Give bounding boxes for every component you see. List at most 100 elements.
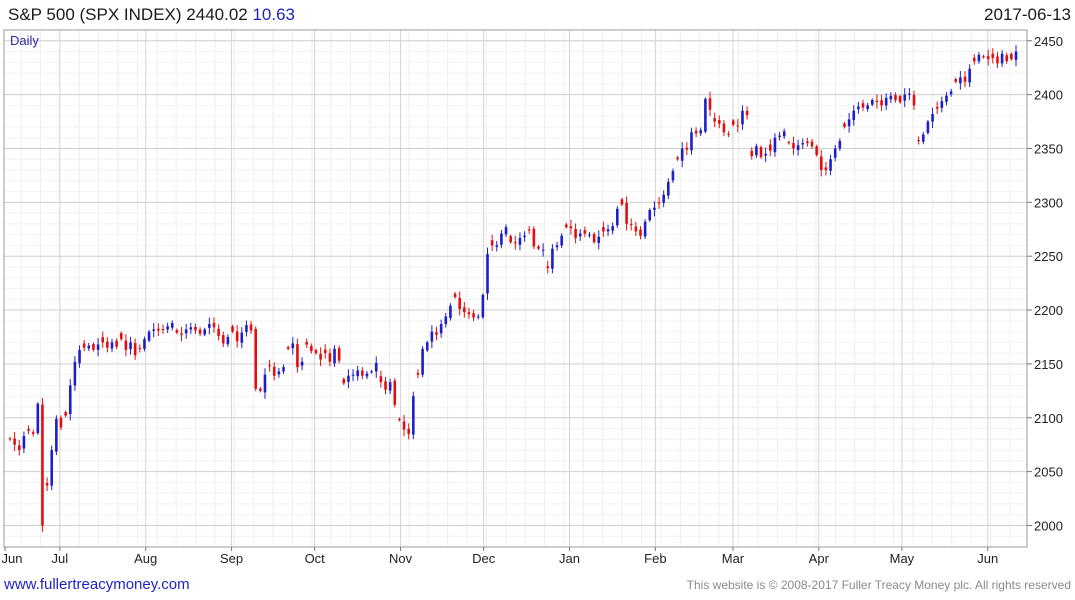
candle-body	[583, 230, 587, 234]
candle-body	[356, 370, 359, 377]
candle-body	[611, 226, 614, 231]
candle-body	[717, 120, 721, 124]
candle-body	[458, 297, 461, 309]
candle-body	[704, 98, 707, 132]
candle-body	[87, 345, 91, 349]
candle-body	[574, 228, 577, 238]
candle-body	[203, 329, 207, 335]
candle-body	[82, 343, 86, 348]
candle-body	[351, 374, 355, 376]
candle-body	[472, 313, 475, 318]
candle-body	[606, 229, 610, 232]
candle-body	[694, 130, 698, 134]
candle-body	[620, 199, 624, 205]
candle-body	[685, 147, 689, 150]
candle-body	[588, 234, 591, 236]
x-axis-labels: Jun Jul Aug Sep Oct Nov Dec Jan Feb Mar Apr May Jun	[2, 547, 998, 566]
candle-body	[555, 245, 559, 248]
candle-body	[374, 362, 378, 372]
candle-body	[476, 316, 480, 318]
candle-body	[425, 342, 429, 351]
candle-body	[361, 370, 364, 376]
candle-body	[68, 385, 72, 415]
candle-body	[402, 421, 406, 430]
candle-body	[667, 181, 670, 196]
candle-body	[945, 95, 948, 102]
grid-lines	[4, 29, 1027, 547]
chart-date: 2017-06-13	[984, 5, 1071, 24]
site-link[interactable]: www.fullertreacymoney.com	[4, 576, 190, 593]
candle-body	[745, 110, 749, 116]
x-tick-label: Dec	[472, 551, 496, 566]
candle-body	[894, 94, 897, 101]
candle-body	[1005, 55, 1009, 62]
candle-body	[175, 330, 179, 333]
candle-body	[92, 344, 95, 350]
candle-body	[829, 159, 832, 171]
candle-body	[129, 342, 132, 350]
candle-body	[106, 341, 109, 348]
candle-body	[787, 142, 791, 144]
candle-body	[838, 140, 842, 149]
candle-body	[917, 140, 920, 142]
candle-body	[337, 348, 341, 361]
candle-body	[412, 396, 415, 435]
chart-header: S&P 500 (SPX INDEX) 2440.02 10.63 2017-0…	[0, 0, 1075, 30]
x-tick-label: Mar	[722, 551, 745, 566]
candle-body	[972, 57, 976, 62]
candle-body	[286, 347, 290, 349]
candle-body	[908, 93, 911, 95]
candle-body	[407, 428, 410, 434]
candle-body	[495, 245, 499, 247]
candle-body	[991, 53, 995, 59]
candle-body	[912, 95, 916, 106]
candle-body	[388, 382, 392, 391]
candle-body	[959, 77, 962, 84]
candle-body	[328, 353, 332, 362]
candle-body	[435, 332, 438, 335]
candle-body	[560, 235, 563, 246]
y-tick-label: 2050	[1034, 465, 1063, 480]
candle-body	[843, 123, 846, 127]
candle-body	[801, 143, 805, 145]
candles	[8, 45, 1018, 532]
x-tick-label: Jun	[2, 551, 23, 566]
candle-body	[551, 248, 554, 269]
candle-body	[880, 100, 883, 106]
candle-body	[903, 94, 907, 101]
candle-body	[226, 336, 230, 345]
candle-body	[235, 331, 239, 342]
x-tick-label: May	[890, 551, 915, 566]
candle-body	[690, 132, 693, 151]
candle-body	[671, 171, 675, 181]
candle-body	[643, 221, 647, 237]
candle-body	[815, 146, 818, 155]
candle-body	[323, 349, 327, 354]
candle-body	[268, 365, 271, 367]
candle-body	[8, 438, 12, 440]
candle-body	[73, 361, 77, 386]
candle-body	[523, 235, 526, 238]
candle-body	[22, 436, 26, 449]
candle-body	[796, 145, 800, 150]
candle-body	[875, 100, 879, 103]
candle-body	[578, 233, 582, 237]
candle-body	[806, 141, 809, 144]
candle-body	[782, 131, 786, 137]
candle-body	[625, 202, 628, 224]
candle-body	[870, 100, 874, 105]
candle-body	[416, 372, 420, 375]
candle-body	[541, 249, 545, 251]
candle-body	[657, 202, 661, 204]
candle-body	[629, 223, 633, 225]
candle-body	[982, 56, 985, 58]
y-tick-label: 2450	[1034, 34, 1063, 49]
candle-body	[931, 114, 934, 122]
candle-body	[866, 105, 869, 110]
y-tick-label: 2000	[1034, 518, 1063, 533]
candle-body	[170, 322, 174, 328]
candle-body	[64, 412, 67, 416]
candle-body	[884, 97, 888, 106]
candle-body	[115, 340, 118, 347]
candle-body	[96, 344, 100, 350]
